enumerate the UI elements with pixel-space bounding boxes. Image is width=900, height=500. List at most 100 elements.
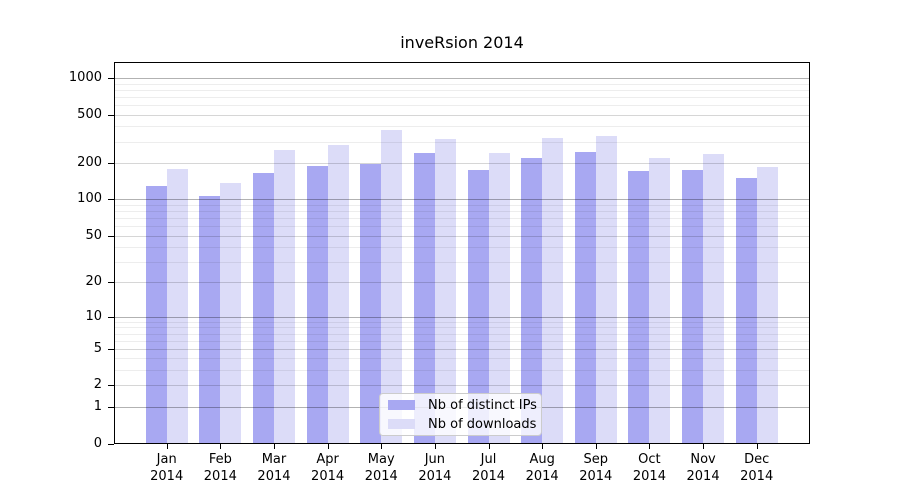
y-tick-mark <box>108 348 114 350</box>
bar-nb-of-distinct-ips-jan-2014 <box>145 186 167 444</box>
x-tick-line: Jan <box>156 452 177 467</box>
bar-nb-of-downloads-may-2014 <box>381 130 403 444</box>
bar-nb-of-distinct-ips-may-2014 <box>360 163 382 444</box>
y-tick-label: 10 <box>85 308 102 324</box>
x-tick-line: 2014 <box>364 469 398 484</box>
gridline-2 <box>115 385 809 387</box>
x-tick-line: 2014 <box>203 469 237 484</box>
legend-swatch-distinct-ips <box>388 400 415 410</box>
gridline-minor <box>115 340 809 342</box>
y-tick-mark <box>108 282 114 284</box>
gridline-100 <box>115 199 809 201</box>
bar-nb-of-distinct-ips-mar-2014 <box>252 172 274 444</box>
y-tick-label: 5 <box>93 340 102 356</box>
x-tick-mark <box>166 444 168 449</box>
gridline-minor <box>115 141 809 143</box>
y-tick-mark <box>108 235 114 237</box>
y-tick-label: 200 <box>77 154 102 170</box>
x-tick-mark <box>542 444 544 449</box>
chart-title: inveRsion 2014 <box>400 33 524 52</box>
y-tick-mark <box>108 78 114 80</box>
gridline-5 <box>115 348 809 350</box>
x-tick-label-oct-2014: Oct 2014 <box>621 451 677 485</box>
x-tick-label-aug-2014: Aug 2014 <box>514 451 570 485</box>
legend-swatch-downloads <box>388 419 415 429</box>
x-tick-label-feb-2014: Feb 2014 <box>192 451 248 485</box>
bar-nb-of-downloads-nov-2014 <box>703 154 725 444</box>
x-tick-mark <box>488 444 490 449</box>
x-tick-label-dec-2014: Dec 2014 <box>729 451 785 485</box>
gridline-200 <box>115 162 809 164</box>
gridline-minor <box>115 204 809 206</box>
legend: Nb of distinct IPs Nb of downloads <box>379 393 542 436</box>
gridline-minor <box>115 370 809 372</box>
legend-item-downloads: Nb of downloads <box>386 416 537 432</box>
bar-nb-of-distinct-ips-dec-2014 <box>735 178 757 444</box>
y-tick-mark <box>108 385 114 387</box>
y-tick-label: 500 <box>77 106 102 122</box>
y-tick-label: 100 <box>77 191 102 207</box>
bar-nb-of-distinct-ips-jul-2014 <box>467 169 489 444</box>
gridline-minor <box>115 358 809 360</box>
x-tick-line: 2014 <box>257 469 291 484</box>
x-tick-mark <box>649 444 651 449</box>
bar-nb-of-downloads-feb-2014 <box>220 183 242 444</box>
legend-label-distinct-ips: Nb of distinct IPs <box>428 397 537 413</box>
x-tick-label-sep-2014: Sep 2014 <box>568 451 624 485</box>
bar-nb-of-downloads-apr-2014 <box>327 145 349 444</box>
x-tick-mark <box>381 444 383 449</box>
gridline-50 <box>115 235 809 237</box>
x-tick-label-may-2014: May 2014 <box>353 451 409 485</box>
gridline-minor <box>115 218 809 220</box>
y-tick-mark <box>108 316 114 318</box>
bar-nb-of-distinct-ips-oct-2014 <box>628 170 650 444</box>
bar-nb-of-downloads-sep-2014 <box>595 136 617 444</box>
x-tick-mark <box>595 444 597 449</box>
x-tick-mark <box>756 444 758 449</box>
y-tick-mark <box>108 114 114 116</box>
y-tick-label: 0 <box>93 435 102 451</box>
x-tick-label-jan-2014: Jan 2014 <box>139 451 195 485</box>
bar-nb-of-distinct-ips-nov-2014 <box>682 169 704 444</box>
gridline-minor <box>115 226 809 228</box>
gridline-minor <box>115 333 809 335</box>
gridline-minor <box>115 321 809 323</box>
x-tick-mark <box>703 444 705 449</box>
bar-nb-of-downloads-oct-2014 <box>649 158 671 444</box>
y-tick-mark <box>108 443 114 445</box>
x-tick-line: Oct <box>638 452 661 467</box>
y-tick-label: 1 <box>93 398 102 414</box>
x-tick-line: 2014 <box>311 469 345 484</box>
y-tick-mark <box>108 199 114 201</box>
y-tick-mark <box>108 162 114 164</box>
x-tick-line: 2014 <box>150 469 184 484</box>
legend-item-distinct-ips: Nb of distinct IPs <box>386 397 537 413</box>
x-tick-line: Nov <box>690 452 716 467</box>
legend-label-downloads: Nb of downloads <box>428 416 537 432</box>
bar-nb-of-downloads-dec-2014 <box>756 166 778 444</box>
x-tick-line: 2014 <box>632 469 666 484</box>
gridline-10 <box>115 316 809 318</box>
x-tick-label-jul-2014: Jul 2014 <box>461 451 517 485</box>
x-tick-line: 2014 <box>579 469 613 484</box>
x-tick-line: Apr <box>316 452 339 467</box>
gridline-minor <box>115 211 809 213</box>
y-tick-label: 2 <box>93 377 102 393</box>
gridline-minor <box>115 96 809 98</box>
bar-nb-of-distinct-ips-aug-2014 <box>521 158 543 444</box>
x-tick-line: 2014 <box>418 469 452 484</box>
x-tick-label-mar-2014: Mar 2014 <box>246 451 302 485</box>
x-tick-line: Aug <box>529 452 555 467</box>
x-tick-mark <box>220 444 222 449</box>
bar-nb-of-distinct-ips-feb-2014 <box>199 195 221 444</box>
gridline-minor <box>115 261 809 263</box>
bar-nb-of-distinct-ips-sep-2014 <box>574 151 596 444</box>
x-tick-line: 2014 <box>471 469 506 484</box>
y-tick-label: 50 <box>85 227 102 243</box>
bar-nb-of-downloads-aug-2014 <box>542 137 564 444</box>
gridline-minor <box>115 126 809 128</box>
gridline-500 <box>115 114 809 116</box>
x-tick-line: Feb <box>208 452 232 467</box>
x-tick-mark <box>327 444 329 449</box>
